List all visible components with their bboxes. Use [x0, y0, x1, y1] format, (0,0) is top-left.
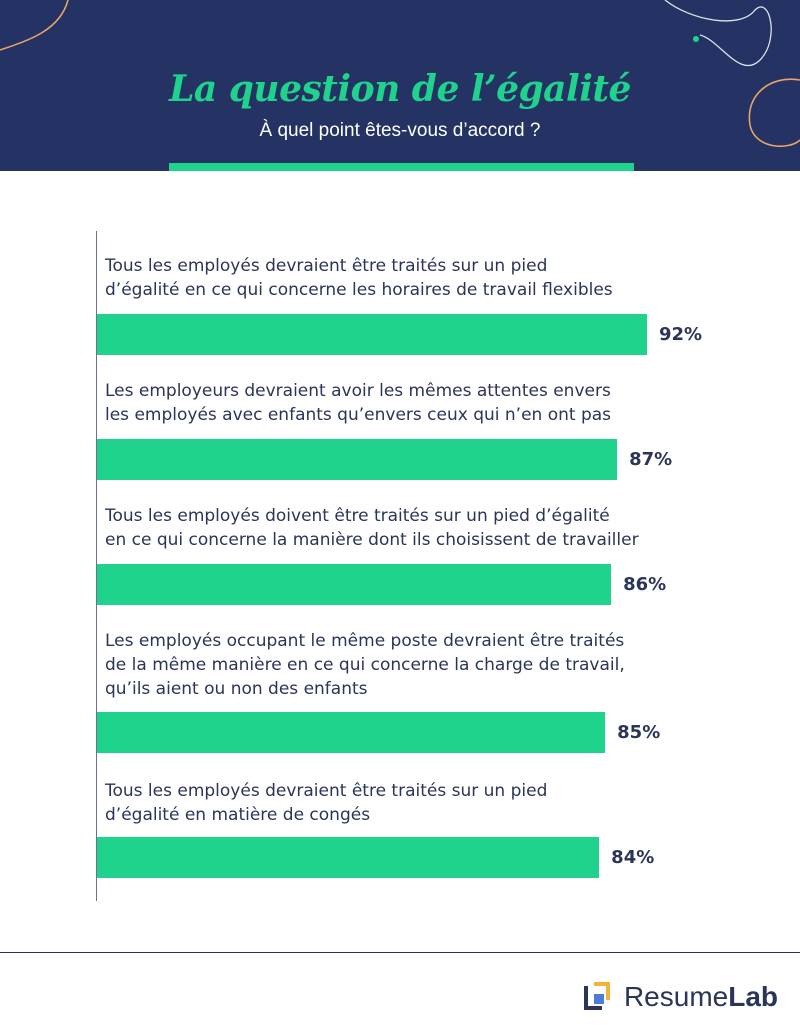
- question-label-line: les employés avec enfants qu’envers ceux…: [105, 405, 612, 425]
- bar-value-label: 85%: [617, 722, 661, 743]
- brand-name: ResumeLab: [624, 981, 778, 1013]
- brand-name-part1: Resume: [623, 981, 729, 1012]
- bar: [97, 837, 600, 878]
- question-label-line: de la même manière en ce qui concerne la…: [105, 655, 625, 675]
- accent-bar: [169, 163, 634, 171]
- footer-divider: [0, 952, 800, 953]
- bar: [97, 439, 618, 480]
- question-label: Tous les employés doivent être traités s…: [105, 504, 705, 552]
- bar-value-label: 86%: [623, 574, 667, 595]
- question-label-line: d’égalité en matière de congés: [105, 805, 371, 825]
- question-label-line: en ce qui concerne la manière dont ils c…: [105, 530, 639, 550]
- bar-value-label: 92%: [659, 324, 703, 345]
- chart-axis-line: [96, 231, 97, 901]
- bar: [97, 564, 612, 605]
- question-label-line: qu’ils aient ou non des enfants: [105, 679, 368, 699]
- page-title: La question de l’égalité: [169, 68, 631, 110]
- question-label-line: Tous les employés devraient être traités…: [105, 781, 548, 801]
- bar-chart: Tous les employés devraient être traités…: [0, 171, 800, 951]
- resumelab-logo-icon: [583, 982, 610, 1010]
- question-label: Tous les employés devraient être traités…: [105, 254, 705, 302]
- bar: [97, 712, 606, 753]
- bar-value-label: 87%: [629, 449, 673, 470]
- question-label-line: Les employés occupant le même poste devr…: [105, 631, 625, 651]
- header-banner: La question de l’égalité À quel point êt…: [0, 0, 800, 171]
- question-label-line: Les employeurs devraient avoir les mêmes…: [105, 381, 611, 401]
- brand-name-part2: Lab: [728, 981, 778, 1012]
- brand-logo: ResumeLab: [580, 975, 778, 1019]
- decorative-curves: [0, 0, 800, 147]
- page-subtitle: À quel point êtes-vous d’accord ?: [259, 120, 541, 141]
- question-label-line: d’égalité en ce qui concerne les horaire…: [105, 280, 613, 300]
- question-label: Les employés occupant le même poste devr…: [105, 629, 705, 701]
- question-label-line: Tous les employés devraient être traités…: [105, 256, 548, 276]
- question-label: Tous les employés devraient être traités…: [105, 779, 705, 827]
- question-label-line: Tous les employés doivent être traités s…: [105, 506, 610, 526]
- bar: [97, 314, 647, 355]
- question-label: Les employeurs devraient avoir les mêmes…: [105, 379, 705, 427]
- bar-value-label: 84%: [611, 847, 655, 868]
